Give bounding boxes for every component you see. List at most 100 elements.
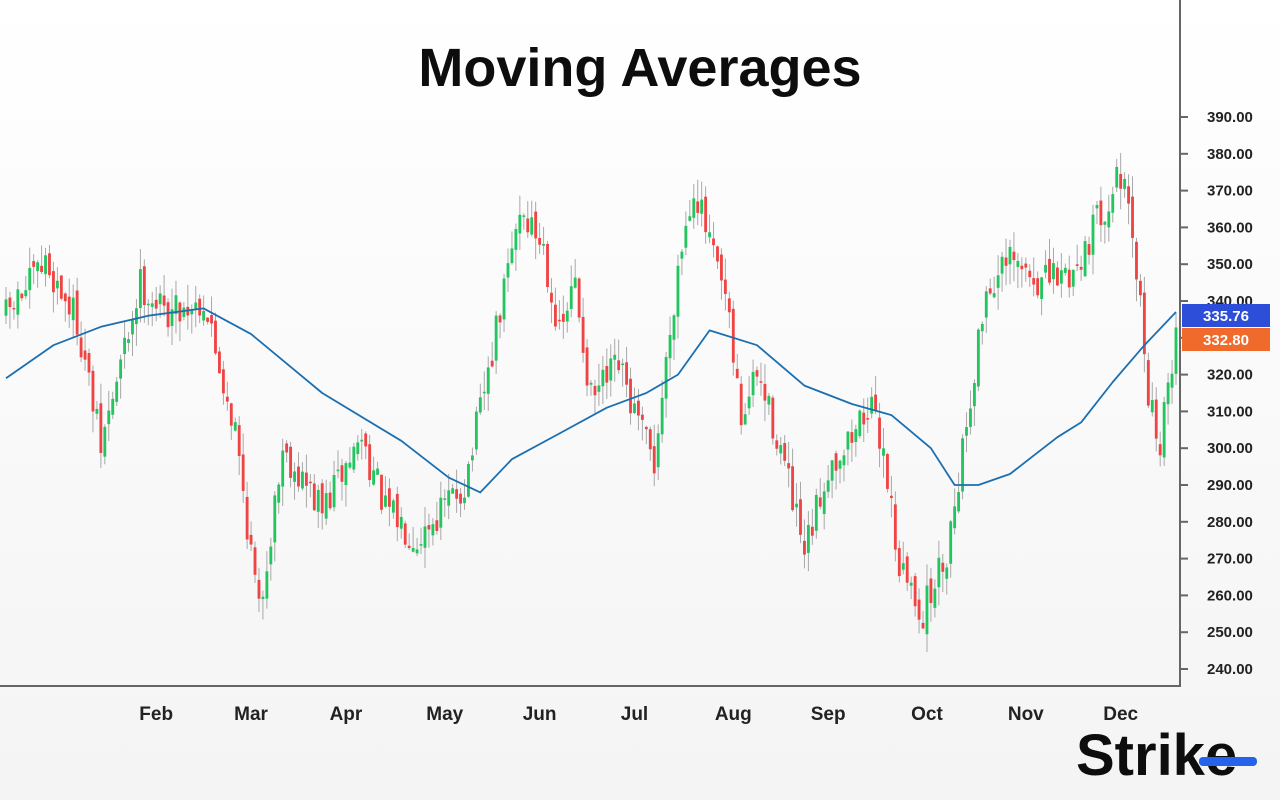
- candle-down: [585, 347, 589, 386]
- candle-down: [1158, 444, 1162, 456]
- candle-up: [273, 495, 277, 543]
- candle-up: [656, 433, 660, 468]
- candle-up: [842, 455, 846, 466]
- candle-down: [739, 383, 743, 426]
- candle-up: [597, 385, 601, 392]
- candle-up: [937, 557, 941, 588]
- candle-up: [439, 497, 443, 528]
- candle-down: [1154, 399, 1158, 439]
- candle-up: [688, 216, 692, 221]
- candle-down: [783, 443, 787, 461]
- candle-up: [372, 470, 376, 485]
- candle-down: [20, 293, 24, 299]
- ma-value-badge: [1182, 304, 1270, 327]
- candle-down: [253, 547, 257, 575]
- candle-up: [806, 524, 810, 553]
- candle-down: [99, 403, 103, 454]
- candle-down: [380, 474, 383, 510]
- candle-down: [763, 383, 767, 401]
- candle-down: [218, 351, 221, 374]
- candle-up: [996, 275, 1000, 288]
- candle-up: [44, 255, 47, 275]
- x-tick-label: Apr: [330, 704, 363, 725]
- candle-down: [368, 444, 372, 481]
- candle-up: [423, 526, 427, 548]
- candle-down: [561, 313, 565, 322]
- candle-up: [1040, 277, 1044, 299]
- candle-up: [510, 248, 514, 264]
- candle-up: [1150, 400, 1154, 413]
- candle-down: [1028, 270, 1032, 278]
- candle-down: [1075, 264, 1079, 266]
- candle-down: [727, 298, 731, 313]
- candle-up: [522, 215, 526, 217]
- x-tick-label: Feb: [139, 704, 173, 725]
- candle-up: [332, 475, 336, 508]
- candle-up: [680, 251, 684, 259]
- candle-up: [131, 319, 134, 335]
- y-tick-label: 300.00: [1207, 440, 1253, 457]
- candle-down: [32, 261, 36, 267]
- candle-down: [162, 295, 166, 306]
- candle-down: [87, 353, 91, 373]
- candle-down: [874, 394, 878, 411]
- candle-up: [293, 471, 296, 482]
- candle-down: [893, 504, 897, 550]
- candle-up: [301, 471, 304, 489]
- candle-down: [554, 304, 557, 327]
- candle-up: [344, 463, 348, 485]
- candle-down: [696, 201, 700, 213]
- candle-down: [320, 483, 324, 514]
- candle-up: [265, 571, 269, 599]
- candle-down: [8, 297, 12, 308]
- candle-up: [352, 446, 356, 470]
- candle-down: [878, 417, 881, 449]
- candle-down: [866, 418, 870, 420]
- candle-down: [498, 315, 502, 323]
- candle-up: [478, 397, 482, 413]
- candle-down: [577, 278, 581, 318]
- candle-up: [269, 546, 273, 565]
- candle-down: [142, 266, 146, 306]
- candle-down: [818, 497, 822, 507]
- candle-down: [364, 433, 368, 447]
- y-tick-label: 280.00: [1207, 514, 1253, 531]
- y-tick-label: 350.00: [1207, 256, 1253, 273]
- x-tick-label: Sep: [811, 704, 846, 725]
- candle-down: [648, 429, 652, 450]
- candle-down: [459, 493, 462, 504]
- candles-group: [4, 153, 1178, 653]
- candle-down: [304, 472, 308, 486]
- candle-up: [961, 438, 964, 492]
- candle-up: [506, 263, 510, 278]
- candle-up: [1166, 382, 1170, 405]
- candle-up: [447, 490, 451, 506]
- candle-down: [1142, 292, 1146, 355]
- candle-up: [111, 398, 115, 415]
- candle-up: [1123, 178, 1127, 189]
- candle-up: [826, 480, 830, 492]
- y-tick-label: 270.00: [1207, 551, 1253, 568]
- candle-up: [700, 199, 704, 214]
- candle-up: [376, 468, 379, 475]
- candle-up: [668, 334, 672, 359]
- candle-up: [980, 324, 984, 332]
- candle-up: [170, 309, 174, 327]
- candle-down: [210, 315, 213, 324]
- candle-up: [443, 498, 447, 500]
- candle-down: [67, 296, 71, 315]
- candle-up: [1008, 246, 1012, 265]
- candle-up: [692, 198, 696, 218]
- y-tick-label: 320.00: [1207, 367, 1253, 384]
- candle-up: [846, 431, 850, 450]
- candle-up: [984, 291, 988, 318]
- candle-up: [1162, 402, 1166, 458]
- candle-down: [897, 548, 901, 577]
- candle-down: [941, 562, 945, 572]
- candle-down: [340, 465, 344, 482]
- candle-down: [810, 526, 814, 536]
- candle-up: [933, 588, 937, 608]
- candle-up: [470, 455, 474, 461]
- candle-up: [4, 299, 8, 316]
